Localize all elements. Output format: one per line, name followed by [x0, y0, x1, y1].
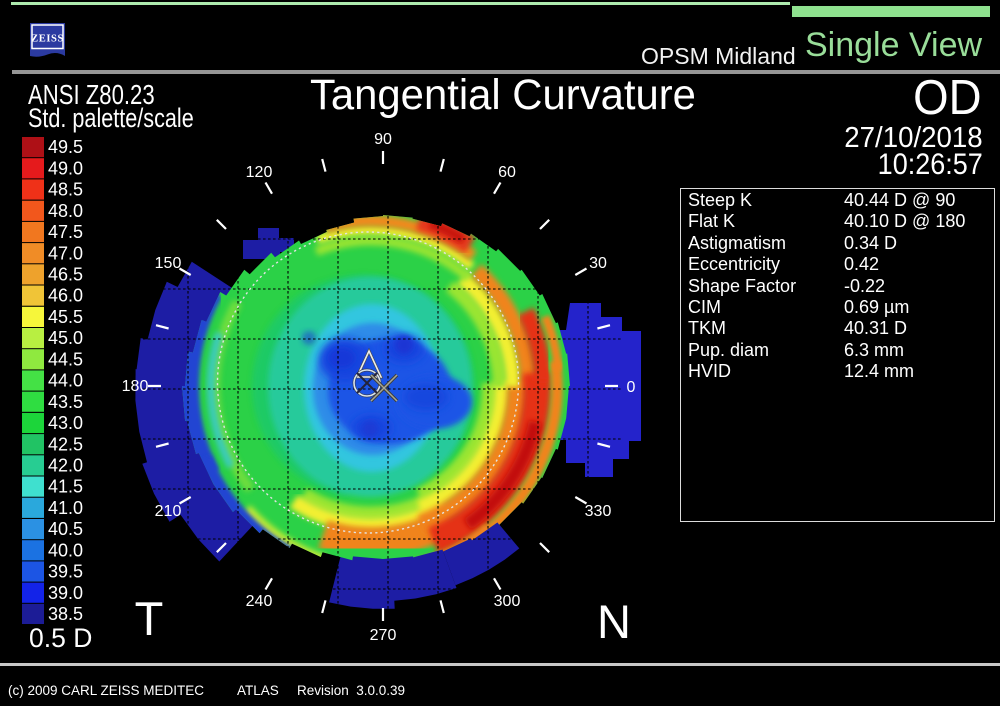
svg-text:47.0: 47.0 [48, 243, 83, 263]
svg-text:ZEISS: ZEISS [31, 34, 64, 45]
svg-text:48.5: 48.5 [48, 180, 83, 200]
svg-text:30: 30 [589, 255, 607, 272]
svg-text:90: 90 [374, 131, 392, 148]
svg-text:45.0: 45.0 [48, 328, 83, 348]
svg-text:46.0: 46.0 [48, 286, 83, 306]
svg-text:49.0: 49.0 [48, 158, 83, 178]
svg-text:48.0: 48.0 [48, 201, 83, 221]
svg-text:180: 180 [122, 378, 149, 395]
svg-text:43.5: 43.5 [48, 392, 83, 412]
svg-text:46.5: 46.5 [48, 265, 83, 285]
svg-text:42.0: 42.0 [48, 456, 83, 476]
svg-text:T: T [135, 592, 164, 645]
svg-text:49.5: 49.5 [48, 137, 83, 157]
svg-text:39.0: 39.0 [48, 583, 83, 603]
svg-text:44.0: 44.0 [48, 371, 83, 391]
svg-text:270: 270 [370, 627, 397, 644]
svg-text:120: 120 [246, 164, 273, 181]
svg-text:N: N [597, 595, 631, 648]
svg-text:330: 330 [585, 503, 612, 520]
svg-text:40.0: 40.0 [48, 540, 83, 560]
svg-text:0: 0 [627, 379, 636, 396]
svg-text:42.5: 42.5 [48, 434, 83, 454]
svg-text:45.5: 45.5 [48, 307, 83, 327]
svg-text:39.5: 39.5 [48, 562, 83, 582]
svg-text:43.0: 43.0 [48, 413, 83, 433]
svg-text:38.5: 38.5 [48, 604, 83, 624]
svg-text:41.0: 41.0 [48, 498, 83, 518]
svg-text:300: 300 [494, 593, 521, 610]
svg-text:41.5: 41.5 [48, 477, 83, 497]
svg-text:60: 60 [498, 164, 516, 181]
svg-text:40.5: 40.5 [48, 519, 83, 539]
svg-text:150: 150 [155, 255, 182, 272]
svg-text:47.5: 47.5 [48, 222, 83, 242]
svg-text:240: 240 [246, 593, 273, 610]
svg-text:210: 210 [155, 503, 182, 520]
svg-text:44.5: 44.5 [48, 349, 83, 369]
